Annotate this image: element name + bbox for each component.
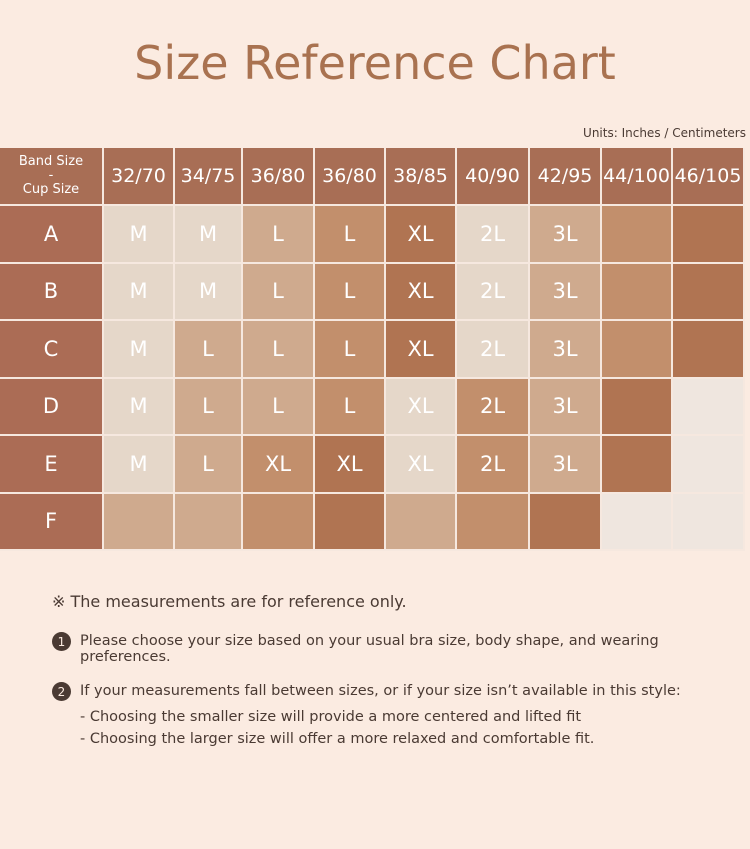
size-cell: XL: [386, 436, 457, 494]
band-header: 36/80: [243, 148, 315, 206]
size-cell: [602, 206, 673, 264]
note-subitem-larger: - Choosing the larger size will offer a …: [80, 731, 595, 747]
size-cell: 2L: [457, 321, 530, 379]
size-cell: L: [315, 321, 386, 379]
size-cell: [602, 436, 673, 494]
size-cell: XL: [315, 436, 386, 494]
size-cell: 3L: [530, 321, 602, 379]
size-cell: 3L: [530, 206, 602, 264]
size-cell: [602, 321, 673, 379]
size-cell: [673, 321, 745, 379]
size-cell: M: [104, 206, 175, 264]
band-header: 32/70: [104, 148, 175, 206]
notes-section: ※ The measurements are for reference onl…: [52, 592, 732, 753]
size-cell: 2L: [457, 263, 530, 321]
size-cell: [457, 493, 530, 551]
band-header: 38/85: [386, 148, 457, 206]
note-sublist: - Choosing the smaller size will provide…: [80, 709, 732, 747]
size-cell: L: [315, 378, 386, 436]
number-two-icon: 2: [52, 682, 71, 701]
cup-header: A: [0, 206, 104, 264]
corner-header: Band Size - Cup Size: [0, 148, 104, 206]
size-cell: L: [243, 206, 315, 264]
size-cell: M: [104, 321, 175, 379]
size-cell: [673, 436, 745, 494]
size-cell: 2L: [457, 436, 530, 494]
corner-band-label: Band Size: [18, 154, 84, 169]
cup-header: F: [0, 493, 104, 551]
note-item-1: 1 Please choose your size based on your …: [52, 632, 732, 665]
band-header: 42/95: [530, 148, 602, 206]
size-cell: [602, 493, 673, 551]
page-title: Size Reference Chart: [134, 36, 616, 90]
size-cell: [175, 493, 243, 551]
size-cell: M: [104, 436, 175, 494]
band-header: 44/100: [602, 148, 673, 206]
band-header: 40/90: [457, 148, 530, 206]
cup-header: C: [0, 321, 104, 379]
size-cell: 2L: [457, 206, 530, 264]
size-cell: XL: [386, 206, 457, 264]
size-cell: 3L: [530, 436, 602, 494]
corner-cup-label: Cup Size: [22, 182, 80, 197]
size-cell: [530, 493, 602, 551]
size-cell: M: [175, 206, 243, 264]
cup-header: B: [0, 263, 104, 321]
size-cell: L: [315, 206, 386, 264]
number-one-icon: 1: [52, 632, 71, 651]
size-cell: L: [175, 321, 243, 379]
size-cell: [315, 493, 386, 551]
band-header: 34/75: [175, 148, 243, 206]
band-header: 36/80: [315, 148, 386, 206]
size-cell: L: [243, 263, 315, 321]
size-cell: 3L: [530, 263, 602, 321]
size-cell: [602, 378, 673, 436]
size-cell: M: [175, 263, 243, 321]
reference-note: ※ The measurements are for reference onl…: [52, 592, 407, 611]
size-cell: 2L: [457, 378, 530, 436]
size-cell: XL: [386, 378, 457, 436]
size-cell: L: [175, 378, 243, 436]
note-item-2: 2 If your measurements fall between size…: [52, 682, 732, 701]
size-cell: L: [315, 263, 386, 321]
size-cell: [386, 493, 457, 551]
size-cell: L: [175, 436, 243, 494]
cup-header: E: [0, 436, 104, 494]
note-subitem-smaller: - Choosing the smaller size will provide…: [80, 709, 582, 725]
size-cell: [673, 493, 745, 551]
size-cell: [243, 493, 315, 551]
size-cell: [104, 493, 175, 551]
size-cell: L: [243, 378, 315, 436]
size-cell: [673, 378, 745, 436]
corner-separator: -: [48, 168, 54, 183]
size-cell: 3L: [530, 378, 602, 436]
units-label: Units: Inches / Centimeters: [583, 126, 746, 140]
note-text-1: Please choose your size based on your us…: [80, 633, 659, 665]
size-cell: XL: [386, 321, 457, 379]
size-cell: [673, 206, 745, 264]
size-cell: XL: [243, 436, 315, 494]
size-cell: M: [104, 263, 175, 321]
size-cell: M: [104, 378, 175, 436]
size-cell: L: [243, 321, 315, 379]
size-cell: [602, 263, 673, 321]
size-cell: XL: [386, 263, 457, 321]
size-cell: [673, 263, 745, 321]
size-table: Band Size - Cup Size 32/70 34/75 36/80 3…: [0, 148, 750, 551]
cup-header: D: [0, 378, 104, 436]
band-header: 46/105: [673, 148, 745, 206]
note-text-2: If your measurements fall between sizes,…: [80, 683, 681, 699]
